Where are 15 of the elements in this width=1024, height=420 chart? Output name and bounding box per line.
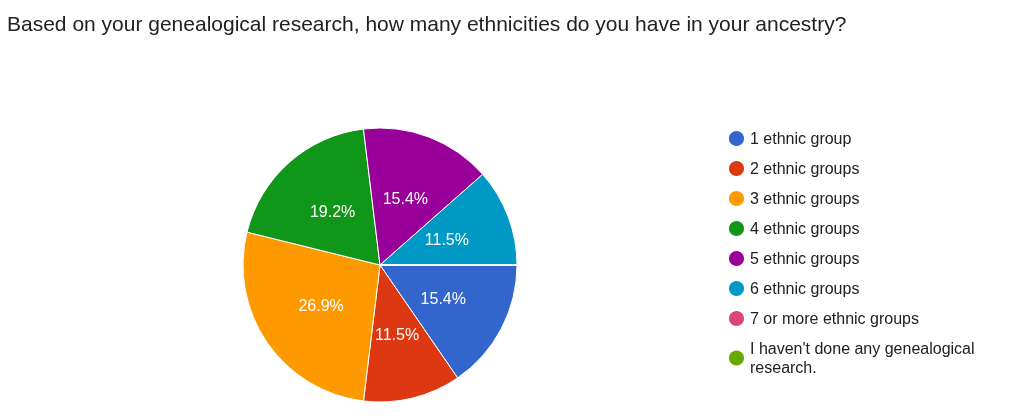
legend-label: 6 ethnic groups: [750, 280, 860, 297]
legend-label: 5 ethnic groups: [750, 250, 860, 267]
chart-title: Based on your genealogical research, how many ethnicities do you have in your ancestry?: [7, 12, 847, 35]
legend-label: 4 ethnic groups: [750, 220, 860, 237]
legend-label: 2 ethnic groups: [750, 160, 860, 177]
data-label: 19.2%: [309, 202, 356, 220]
legend-label: 3 ethnic groups: [750, 190, 860, 207]
legend-label: 7 or more ethnic groups: [750, 310, 919, 327]
data-label: 15.4%: [420, 289, 466, 307]
data-label: 11.5%: [374, 325, 420, 343]
data-label: 26.9%: [298, 297, 344, 315]
data-label: 15.4%: [382, 189, 429, 207]
data-label: 11.5%: [424, 231, 469, 249]
legend-label: I haven't done any genealogical research.: [750, 340, 980, 376]
legend-label: 1 ethnic group: [750, 130, 852, 147]
